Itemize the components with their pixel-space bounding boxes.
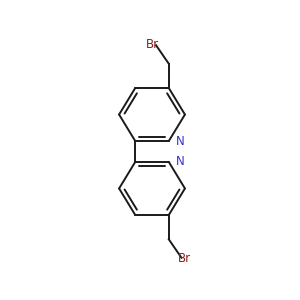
Text: N: N <box>176 155 184 168</box>
Text: N: N <box>176 135 184 148</box>
Text: Br: Br <box>178 252 191 265</box>
Text: Br: Br <box>146 38 159 51</box>
